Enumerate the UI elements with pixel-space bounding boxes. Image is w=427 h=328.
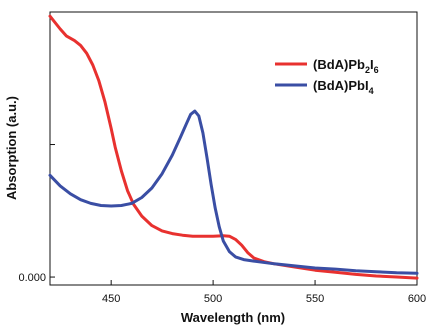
- legend-label-1: (BdA)Pb2I6: [313, 57, 379, 75]
- series-line-2: [48, 109, 419, 275]
- x-tick-label: 550: [306, 293, 324, 305]
- x-tick-label: 600: [408, 293, 426, 305]
- legend-label-part: 6: [374, 65, 379, 75]
- x-tick-label: 450: [102, 293, 120, 305]
- legend-label-part: 4: [369, 86, 374, 96]
- legend-label-part: (BdA)PbI: [313, 78, 369, 93]
- legend-label-part: I: [370, 57, 374, 72]
- y-axis-title: Absorption (a.u.): [4, 96, 19, 200]
- plot-frame: [49, 11, 418, 286]
- legend-label-part: 2: [365, 65, 370, 75]
- legend-label-2: (BdA)PbI4: [313, 78, 374, 96]
- series-line-1: [48, 14, 419, 280]
- x-tick-label: 500: [204, 293, 222, 305]
- legend-label-part: (BdA)Pb: [313, 57, 365, 72]
- y-tick-label: 0.000: [18, 272, 46, 284]
- x-axis-title: Wavelength (nm): [181, 310, 285, 325]
